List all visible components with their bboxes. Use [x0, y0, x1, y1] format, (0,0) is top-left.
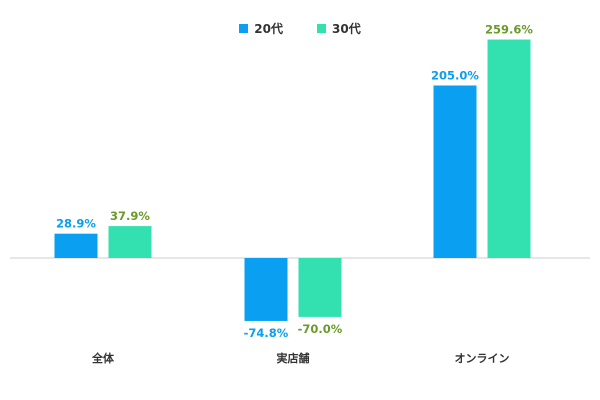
data-label-30-1: -70.0%	[298, 322, 343, 336]
data-label-20-2: 205.0%	[431, 68, 479, 82]
data-label-20-1: -74.8%	[244, 326, 289, 340]
legend-item-20: 20代	[239, 20, 283, 37]
legend-label-20: 20代	[254, 22, 283, 36]
legend-item-30: 30代	[317, 20, 361, 37]
data-label-30-2: 259.6%	[485, 23, 533, 37]
data-label-30-0: 37.9%	[110, 209, 150, 223]
bar-20-2	[433, 85, 477, 259]
category-label-2: オンライン	[455, 352, 510, 365]
bar-20-1	[244, 258, 288, 321]
bar-30-2	[487, 39, 531, 258]
legend-label-30: 30代	[332, 22, 361, 36]
legend-swatch-20	[239, 24, 249, 33]
bar-20-0	[54, 233, 98, 258]
legend: 20代 30代	[0, 20, 600, 37]
bar-30-0	[108, 226, 152, 258]
category-label-0: 全体	[91, 351, 115, 365]
legend-swatch-30	[317, 24, 326, 33]
category-label-1: 実店舗	[277, 351, 310, 365]
bar-30-1	[298, 258, 342, 317]
data-label-20-0: 28.9%	[56, 217, 96, 231]
